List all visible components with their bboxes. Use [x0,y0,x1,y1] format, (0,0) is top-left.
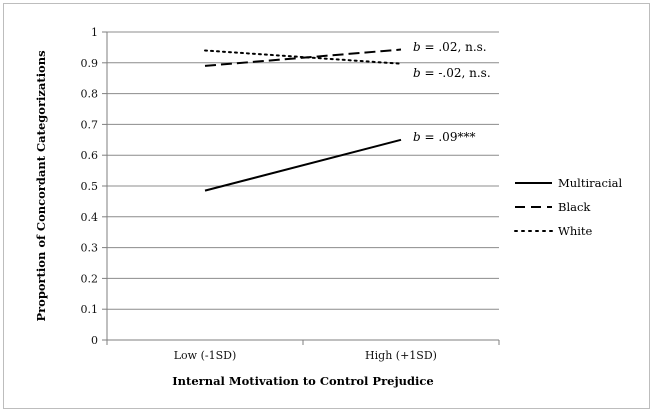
x-tick-label: High (+1SD) [365,349,437,362]
y-tick-label: 0.1 [81,303,99,316]
annotation-white: b = -.02, n.s. [413,66,491,80]
y-tick-label: 0.6 [81,149,99,162]
y-tick-label: 0.9 [81,57,99,70]
annotation-black: b = .02, n.s. [413,40,487,54]
y-tick-label: 0 [91,334,98,347]
series-line-white [204,49,402,65]
y-axis-title: Proportion of Concordant Categorizations [34,50,48,321]
series-line-multiracial [204,138,402,192]
y-tick-label: 1 [91,26,98,39]
y-tick-label: 0.8 [81,88,99,101]
y-axis-ticks: 0 0.1 0.2 0.3 0.4 0.5 0.6 0.7 0.8 0.9 1 [81,26,107,347]
x-axis: Low (-1SD) High (+1SD) [106,340,500,362]
x-tick-label: Low (-1SD) [174,349,237,362]
legend-label-black: Black [558,200,591,214]
y-tick-label: 0.4 [81,211,99,224]
slope-annotations: b = .09*** b = .02, n.s. b = -.02, n.s. [413,40,491,144]
x-axis-title: Internal Motivation to Control Prejudice [172,374,433,388]
legend-label-white: White [558,224,593,238]
gridlines [106,31,499,341]
chart-frame [3,3,650,409]
y-tick-label: 0.5 [81,180,99,193]
series-lines [204,48,402,192]
legend-label-multiracial: Multiracial [558,176,622,190]
y-tick-label: 0.7 [81,118,99,131]
y-tick-label: 0.2 [81,272,99,285]
y-tick-label: 0.3 [81,242,99,255]
legend: Multiracial Black White [514,176,622,238]
annotation-multiracial: b = .09*** [413,130,475,144]
